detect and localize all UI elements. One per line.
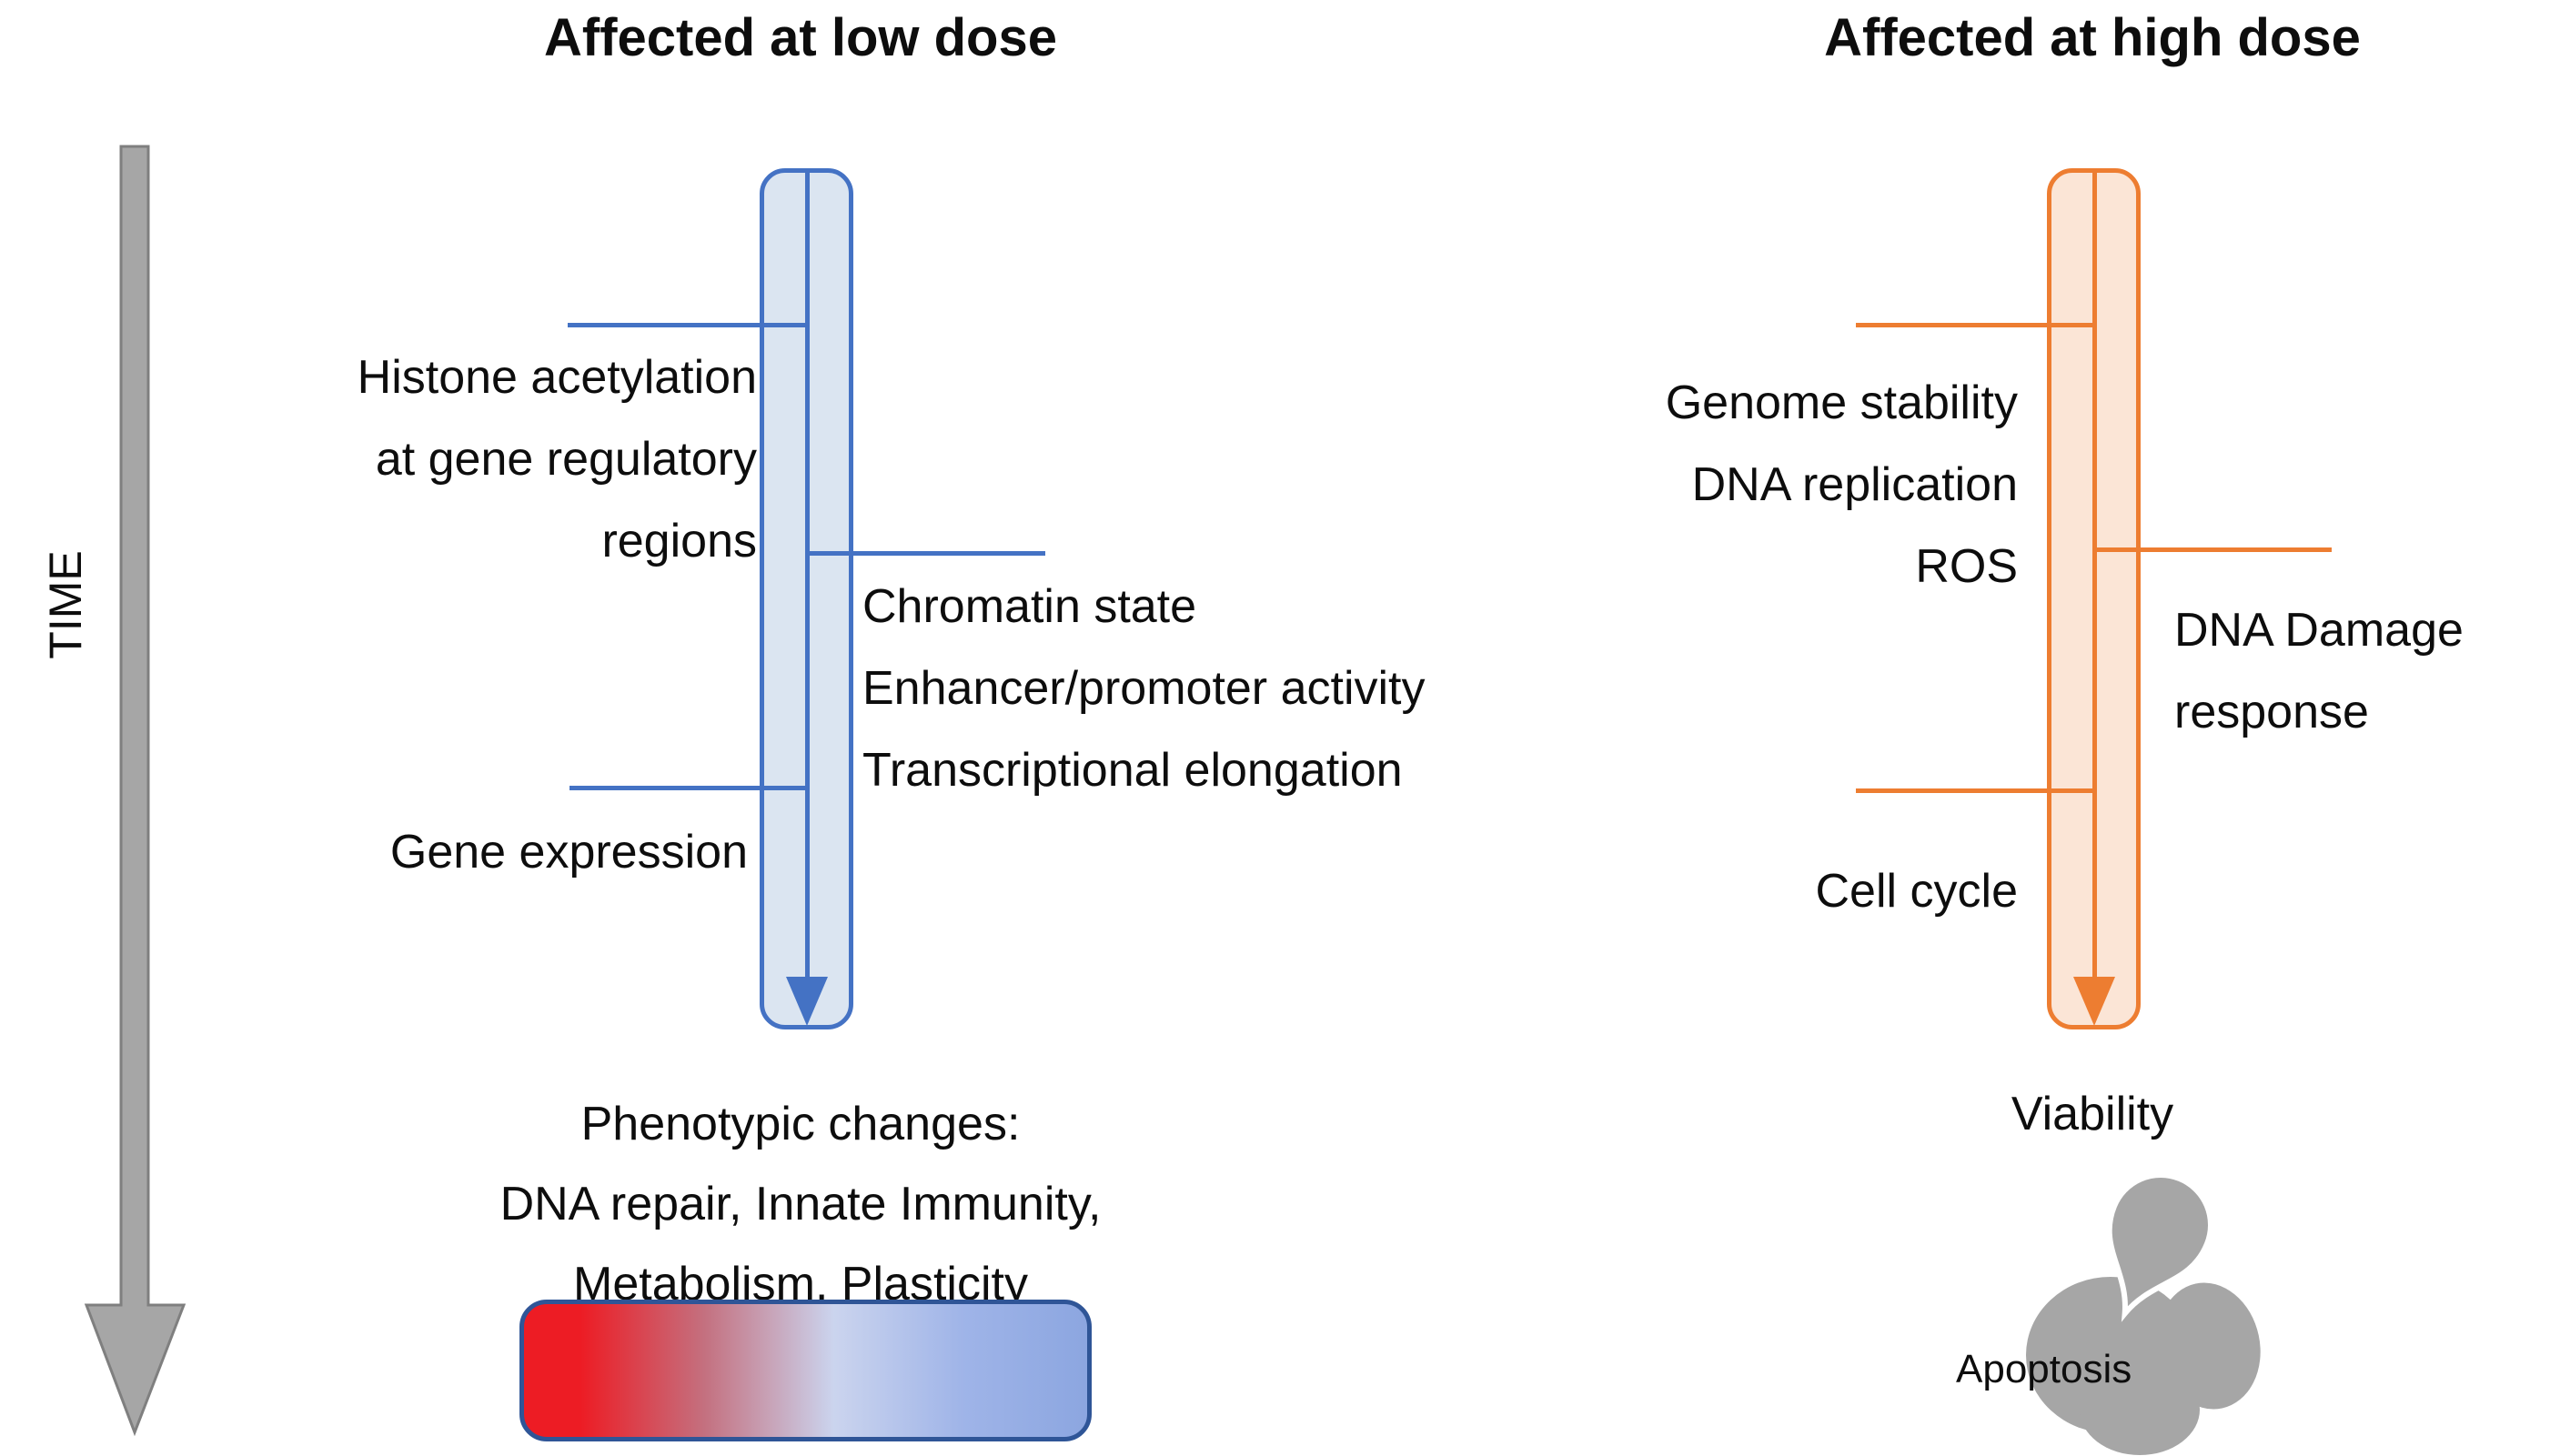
high-dose-tick-3 <box>1856 788 2094 793</box>
low-dose-tick-2 <box>807 551 1045 556</box>
viability-label: Viability <box>2011 1088 2174 1140</box>
high-dose-tick-2-label: DNA Damage response <box>2174 604 2464 738</box>
high-dose-tick-3-label: Cell cycle <box>1815 865 2019 918</box>
apoptosis-cells-icon <box>2026 1172 2261 1455</box>
low-dose-tick-1-label: Histone acetylation at gene regulatory r… <box>357 351 757 567</box>
low-dose-axis-line <box>805 171 810 980</box>
low-dose-tick-2-label: Chromatin state Enhancer/promoter activi… <box>862 580 1426 797</box>
low-dose-tick-1 <box>568 323 807 327</box>
low-dose-tick-3 <box>569 786 807 790</box>
title-high-dose: Affected at high dose <box>1824 8 2361 67</box>
high-dose-tick-2 <box>2094 547 2332 552</box>
expression-gradient-bar <box>519 1300 1092 1441</box>
time-arrow-icon <box>84 145 186 1437</box>
phenotypic-changes-label: Phenotypic changes: DNA repair, Innate I… <box>499 1098 1102 1310</box>
apoptosis-label: Apoptosis <box>1956 1347 2132 1391</box>
high-dose-axis-line <box>2092 171 2097 980</box>
high-dose-tick-1-label: Genome stability DNA replication ROS <box>1665 377 2018 593</box>
low-dose-axis-arrow-icon <box>786 977 828 1026</box>
title-low-dose: Affected at low dose <box>544 8 1057 67</box>
high-dose-axis-arrow-icon <box>2073 977 2115 1026</box>
high-dose-tick-1 <box>1856 323 2094 327</box>
low-dose-tick-3-label: Gene expression <box>389 826 748 879</box>
